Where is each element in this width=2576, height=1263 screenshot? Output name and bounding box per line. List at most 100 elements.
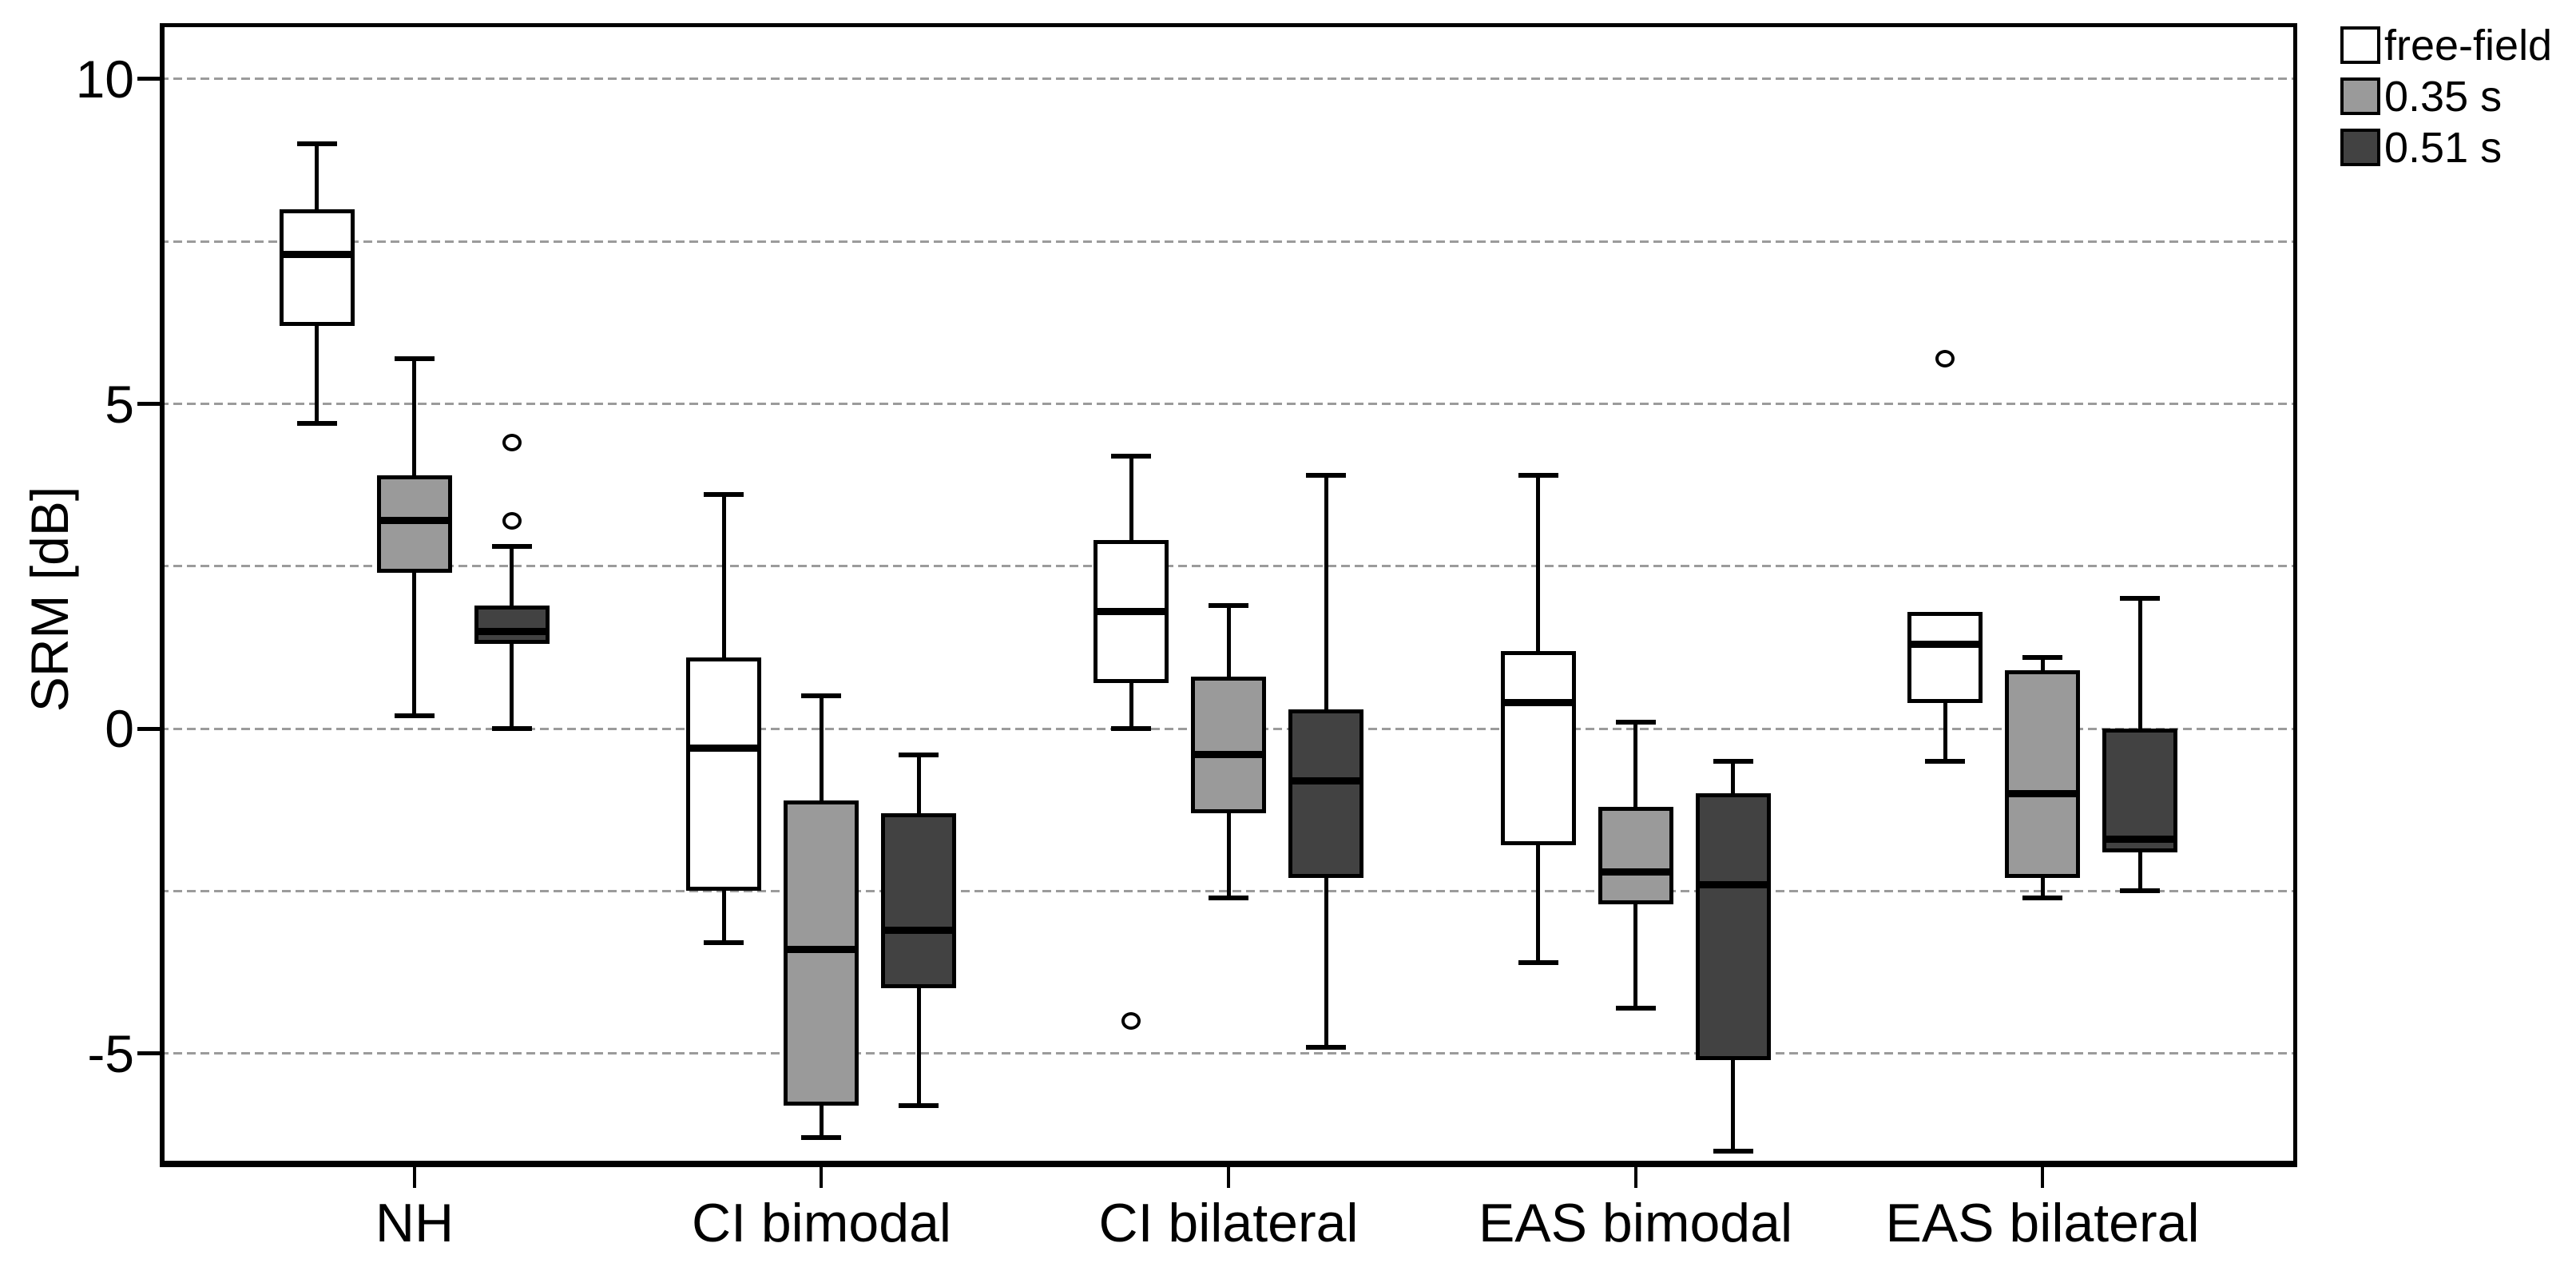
whisker-cap-0-51-s-eas-bimodal xyxy=(1713,758,1753,764)
x-axis-tick xyxy=(412,1167,416,1188)
whisker-cap-0-51-s-eas-bilateral xyxy=(2120,596,2161,602)
median-0-51-s-eas-bimodal xyxy=(1698,880,1768,888)
y-axis-tick xyxy=(137,1051,160,1056)
whisker-cap-0-51-s-eas-bimodal xyxy=(1713,1148,1753,1154)
median-0-51-s-ci-bimodal xyxy=(884,926,954,934)
box-0-51-s-ci-bimodal xyxy=(881,812,957,989)
legend-item-free-field: free-field xyxy=(2340,22,2552,70)
y-axis-tick-label: 10 xyxy=(75,49,134,109)
whisker-0-35-s-nh xyxy=(412,358,417,475)
box-free-field-eas-bimodal xyxy=(1500,650,1576,846)
whisker-0-35-s-eas-bilateral xyxy=(2040,657,2045,670)
x-axis-tick xyxy=(1227,1167,1230,1188)
box-0-35-s-eas-bilateral xyxy=(2005,669,2081,879)
x-axis-tick xyxy=(820,1167,824,1188)
outlier-free-field-eas-bilateral xyxy=(1935,349,1955,367)
gridline xyxy=(160,565,2297,568)
whisker-free-field-ci-bilateral xyxy=(1129,455,1133,541)
whisker-free-field-ci-bimodal xyxy=(721,494,726,657)
median-0-51-s-eas-bilateral xyxy=(2106,835,2175,843)
y-axis-tick xyxy=(137,77,160,81)
whisker-cap-0-51-s-eas-bilateral xyxy=(2120,888,2161,894)
median-0-35-s-eas-bimodal xyxy=(1601,868,1670,876)
median-free-field-nh xyxy=(282,250,351,258)
category-label-eas-bimodal: EAS bimodal xyxy=(1478,1193,1793,1253)
category-label-eas-bilateral: EAS bilateral xyxy=(1885,1193,2200,1253)
median-0-35-s-nh xyxy=(379,517,449,525)
whisker-cap-free-field-ci-bilateral xyxy=(1111,726,1151,732)
median-free-field-ci-bilateral xyxy=(1097,608,1165,616)
whisker-cap-free-field-ci-bimodal xyxy=(704,940,744,946)
whisker-cap-0-35-s-ci-bimodal xyxy=(801,1135,842,1141)
box-0-51-s-eas-bilateral xyxy=(2102,729,2178,852)
legend-label: free-field xyxy=(2384,21,2553,70)
box-0-51-s-nh xyxy=(474,605,550,645)
whisker-cap-0-51-s-ci-bilateral xyxy=(1306,1044,1346,1050)
box-free-field-eas-bilateral xyxy=(1907,611,1983,703)
whisker-0-35-s-eas-bilateral xyxy=(2040,878,2045,898)
whisker-cap-0-35-s-ci-bilateral xyxy=(1209,602,1248,608)
whisker-cap-0-35-s-nh xyxy=(394,713,435,718)
whisker-0-35-s-ci-bimodal xyxy=(819,1105,824,1138)
box-0-51-s-ci-bilateral xyxy=(1288,709,1363,879)
whisker-0-35-s-nh xyxy=(412,572,417,716)
gridline xyxy=(160,1052,2297,1055)
gridline xyxy=(160,403,2297,406)
whisker-cap-0-51-s-nh xyxy=(491,544,532,550)
legend-swatch-0-51-s xyxy=(2340,129,2380,166)
whisker-cap-free-field-ci-bilateral xyxy=(1111,453,1151,459)
legend-item-0-51-s: 0.51 s xyxy=(2340,124,2552,172)
whisker-cap-0-51-s-nh xyxy=(491,726,532,732)
whisker-cap-free-field-ci-bimodal xyxy=(704,492,744,498)
whisker-cap-0-35-s-eas-bimodal xyxy=(1615,1005,1656,1011)
median-0-51-s-nh xyxy=(477,627,546,635)
gridline xyxy=(160,77,2297,81)
outlier-0-51-s-nh xyxy=(502,511,522,530)
whisker-0-51-s-ci-bimodal xyxy=(916,988,921,1106)
legend-swatch-free-field xyxy=(2340,26,2380,64)
whisker-cap-free-field-nh xyxy=(296,420,337,426)
y-axis-tick xyxy=(137,726,160,731)
whisker-free-field-eas-bilateral xyxy=(1943,702,1947,761)
whisker-0-35-s-ci-bilateral xyxy=(1226,812,1231,898)
box-0-35-s-eas-bimodal xyxy=(1598,806,1673,904)
whisker-0-51-s-nh xyxy=(510,644,514,729)
whisker-0-51-s-eas-bilateral xyxy=(2137,598,2142,729)
median-free-field-ci-bimodal xyxy=(689,745,759,752)
whisker-0-35-s-ci-bilateral xyxy=(1226,605,1231,677)
whisker-0-51-s-eas-bilateral xyxy=(2137,852,2142,892)
y-axis-tick-label: 0 xyxy=(105,699,134,759)
plot-frame xyxy=(160,23,2297,1167)
whisker-0-51-s-ci-bilateral xyxy=(1324,475,1328,709)
box-0-51-s-eas-bimodal xyxy=(1695,793,1771,1060)
whisker-cap-free-field-eas-bimodal xyxy=(1518,959,1558,965)
whisker-cap-free-field-nh xyxy=(296,141,337,147)
median-0-35-s-ci-bimodal xyxy=(787,946,856,954)
whisker-cap-free-field-eas-bimodal xyxy=(1518,472,1558,478)
whisker-0-51-s-eas-bimodal xyxy=(1731,1059,1735,1151)
whisker-free-field-ci-bimodal xyxy=(721,891,726,943)
whisker-0-51-s-nh xyxy=(510,546,514,606)
median-0-51-s-ci-bilateral xyxy=(1292,776,1360,784)
whisker-free-field-ci-bilateral xyxy=(1129,683,1133,729)
y-axis-tick xyxy=(137,402,160,407)
whisker-cap-0-35-s-eas-bimodal xyxy=(1615,719,1656,725)
outlier-free-field-ci-bilateral xyxy=(1121,1012,1141,1031)
whisker-cap-0-51-s-ci-bimodal xyxy=(899,1102,939,1108)
category-label-ci-bimodal: CI bimodal xyxy=(691,1193,951,1253)
category-label-nh: NH xyxy=(375,1193,454,1253)
whisker-cap-0-35-s-eas-bilateral xyxy=(2022,895,2063,900)
box-free-field-ci-bimodal xyxy=(686,657,762,892)
legend-label: 0.51 s xyxy=(2384,123,2503,172)
x-axis-tick xyxy=(2041,1167,2045,1188)
whisker-0-51-s-eas-bimodal xyxy=(1731,761,1735,794)
whisker-0-35-s-ci-bimodal xyxy=(819,696,824,800)
whisker-cap-free-field-eas-bilateral xyxy=(1925,758,1966,764)
legend: free-field 0.35 s 0.51 s xyxy=(2340,22,2552,180)
whisker-cap-0-35-s-ci-bilateral xyxy=(1209,895,1248,900)
whisker-0-51-s-ci-bilateral xyxy=(1324,878,1328,1047)
legend-item-0-35-s: 0.35 s xyxy=(2340,73,2552,121)
legend-swatch-0-35-s xyxy=(2340,77,2380,115)
whisker-cap-0-35-s-ci-bimodal xyxy=(801,693,842,699)
